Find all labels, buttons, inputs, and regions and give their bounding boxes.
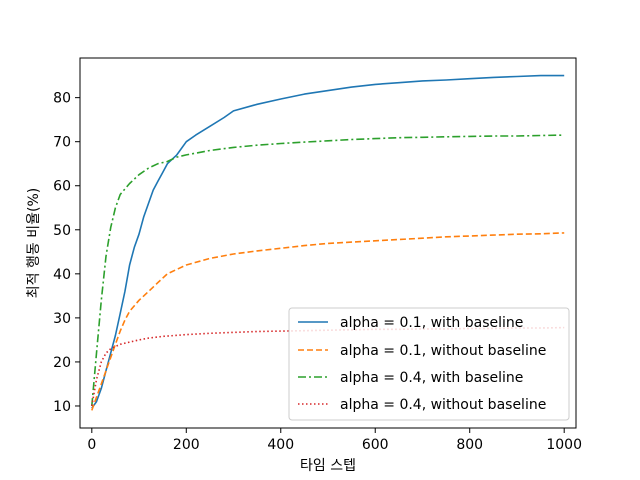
legend-label-series-1: alpha = 0.1, without baseline [340, 343, 546, 359]
series-line-2 [91, 134, 565, 407]
plot-frame [79, 57, 577, 429]
x-axis: 0 200 400 600 800 1000 [87, 428, 582, 453]
x-tick-label: 800 [456, 437, 483, 453]
series-line-0 [91, 74, 565, 409]
x-tick-label: 1000 [546, 437, 582, 453]
legend-label-series-3: alpha = 0.4, without baseline [340, 397, 546, 413]
legend-label-series-2: alpha = 0.4, with baseline [340, 370, 523, 386]
y-axis: 10 20 30 40 50 60 70 80 [53, 91, 80, 415]
series-layer [91, 74, 565, 411]
legend: alpha = 0.1, with baseline alpha = 0.1, … [288, 307, 570, 421]
y-tick-label: 60 [53, 179, 71, 195]
legend-label-series-0: alpha = 0.1, with baseline [340, 315, 523, 331]
x-tick-label: 400 [267, 437, 294, 453]
x-tick-label: 600 [362, 437, 389, 453]
x-tick-label: 200 [173, 437, 200, 453]
y-tick-label: 50 [53, 223, 71, 239]
y-tick-label: 70 [53, 135, 71, 151]
x-axis-label: 타임 스텝 [300, 458, 356, 474]
y-tick-label: 40 [53, 267, 71, 283]
y-tick-label: 20 [53, 355, 71, 371]
series-line-3 [91, 326, 565, 407]
legend-box [288, 307, 570, 421]
x-tick-label: 0 [87, 437, 96, 453]
series-line-1 [91, 232, 565, 411]
y-tick-label: 80 [53, 91, 71, 107]
y-tick-label: 10 [53, 399, 71, 415]
y-axis-label: 최적 행동 비율(%) [26, 188, 42, 298]
y-tick-label: 30 [53, 311, 71, 327]
